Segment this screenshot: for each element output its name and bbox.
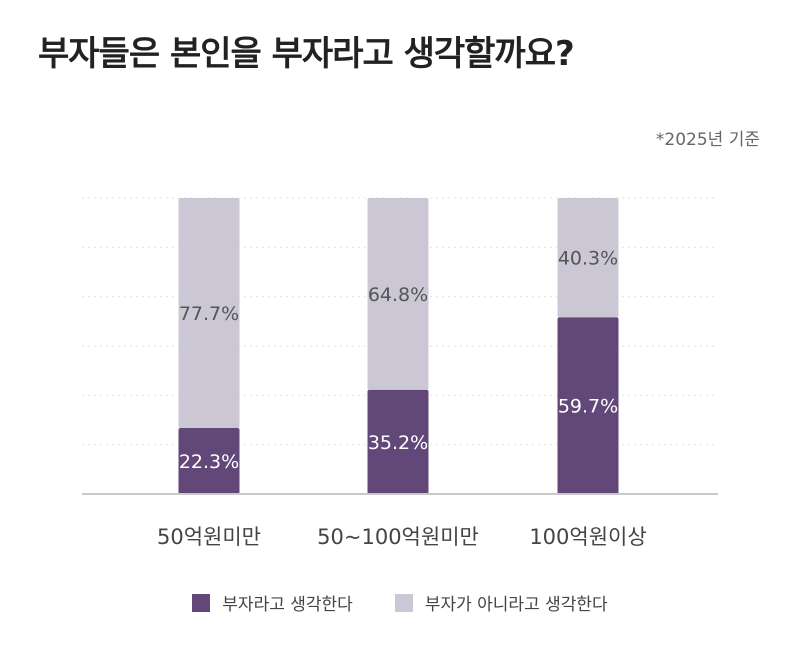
bar-not-rich-3 xyxy=(557,198,619,318)
legend-label-series2: 부자가 아니라고 생각한다 xyxy=(424,595,608,615)
chart-title: 부자들은 본인을 부자라고 생각할까요? xyxy=(38,34,575,74)
data-label-rich-3: 59.7% xyxy=(558,396,618,418)
legend-label-series1: 부자라고 생각한다 xyxy=(222,595,353,615)
date-note: *2025년 기준 xyxy=(655,130,760,150)
bar-not-rich-2 xyxy=(367,198,429,390)
category-label-2: 50~100억원미만 xyxy=(317,525,479,549)
bar-rich-3 xyxy=(557,317,619,494)
bar-not-rich-1 xyxy=(178,198,240,428)
bar-rich-1 xyxy=(178,427,240,494)
category-label-3: 100억원이상 xyxy=(529,525,646,549)
data-label-not-rich-3: 40.3% xyxy=(558,248,618,270)
data-label-not-rich-1: 77.7% xyxy=(179,303,239,325)
legend-swatch-series1 xyxy=(192,593,211,612)
legend-swatch-series2 xyxy=(394,593,413,612)
data-label-rich-2: 35.2% xyxy=(368,432,428,454)
legend-item-series2: 부자가 아니라고 생각한다 xyxy=(394,590,608,615)
data-label-not-rich-2: 64.8% xyxy=(368,284,428,306)
bar-rich-2 xyxy=(367,389,429,494)
legend-item-series1: 부자라고 생각한다 xyxy=(192,590,353,615)
legend: 부자라고 생각한다 부자가 아니라고 생각한다 xyxy=(0,590,800,615)
data-label-rich-1: 22.3% xyxy=(179,451,239,473)
category-label-1: 50억원미만 xyxy=(157,525,261,549)
